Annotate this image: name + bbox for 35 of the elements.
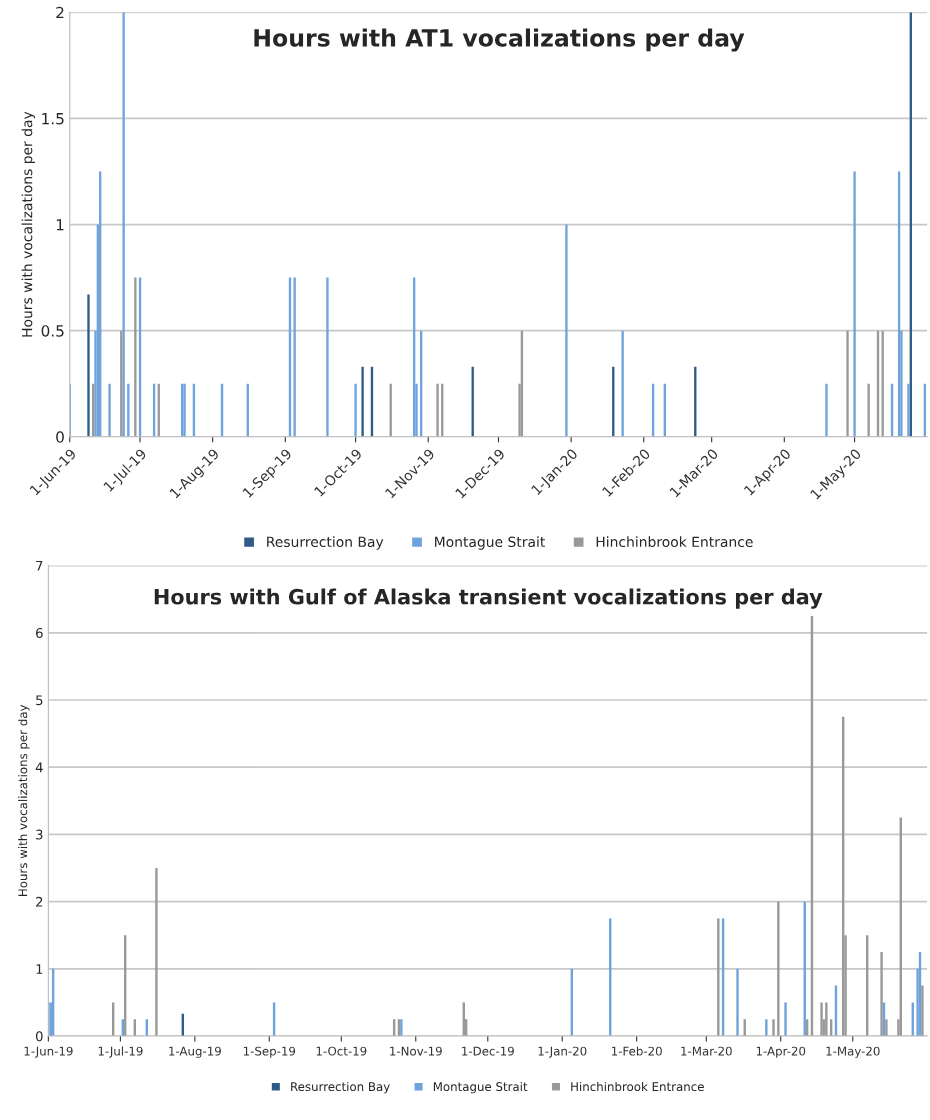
x-tick-label: 1-Jun-19 (24, 1046, 73, 1058)
x-tick-label: 1-Dec-19 (462, 1046, 514, 1056)
legend-label: Hinchinbrook Entrance (596, 536, 753, 548)
legend-label: Hinchinbrook Entrance (571, 1081, 704, 1092)
y-axis-title: Hours with vocalizations per day (21, 111, 36, 337)
y-tick-label: 2 (56, 6, 64, 19)
y-tick-label: 1.5 (42, 113, 64, 125)
y-tick-label: 2 (36, 896, 43, 907)
y-axis-title: Hours with vocalizations per day (18, 704, 30, 896)
y-tick-label: 3 (36, 829, 43, 840)
y-tick-label: 1 (36, 964, 43, 974)
x-tick-label: 1-Aug-19 (169, 1046, 221, 1058)
text: Hours with AT1 vocalizations per day (254, 28, 745, 52)
legend-label: Resurrection Bay (267, 536, 384, 550)
legend-label: Resurrection Bay (291, 1081, 390, 1094)
x-tick-label: 1-Mar-20 (681, 1046, 732, 1056)
x-tick-label: 1-Feb-20 (611, 1046, 662, 1056)
x-tick-label: 1-Jan-20 (538, 1046, 587, 1058)
y-tick-label: 0 (35, 1031, 43, 1042)
y-tick-label: 0.5 (41, 325, 64, 337)
x-tick-label: 1-May-20 (826, 1046, 880, 1058)
y-tick-label: 4 (35, 762, 43, 773)
legend-label: Montague Strait (433, 1081, 528, 1094)
legend-label: Montague Strait (435, 536, 545, 550)
x-tick-label: 1-Jul-19 (98, 1046, 143, 1058)
text: Hours with Gulf of Alaska transient vocalizations per day (154, 588, 823, 609)
y-tick-label: 5 (36, 695, 43, 706)
x-tick-label: 1-Sep-19 (243, 1046, 296, 1058)
x-tick-label: 1-Nov-19 (390, 1046, 442, 1056)
x-tick-label: 1-Apr-20 (756, 1046, 806, 1058)
x-tick-label: 1-Oct-19 (316, 1046, 367, 1056)
y-tick-label: 6 (36, 628, 43, 638)
y-tick-label: 0 (56, 431, 64, 443)
y-tick-label: 7 (36, 560, 43, 571)
y-tick-label: 1 (56, 219, 64, 231)
